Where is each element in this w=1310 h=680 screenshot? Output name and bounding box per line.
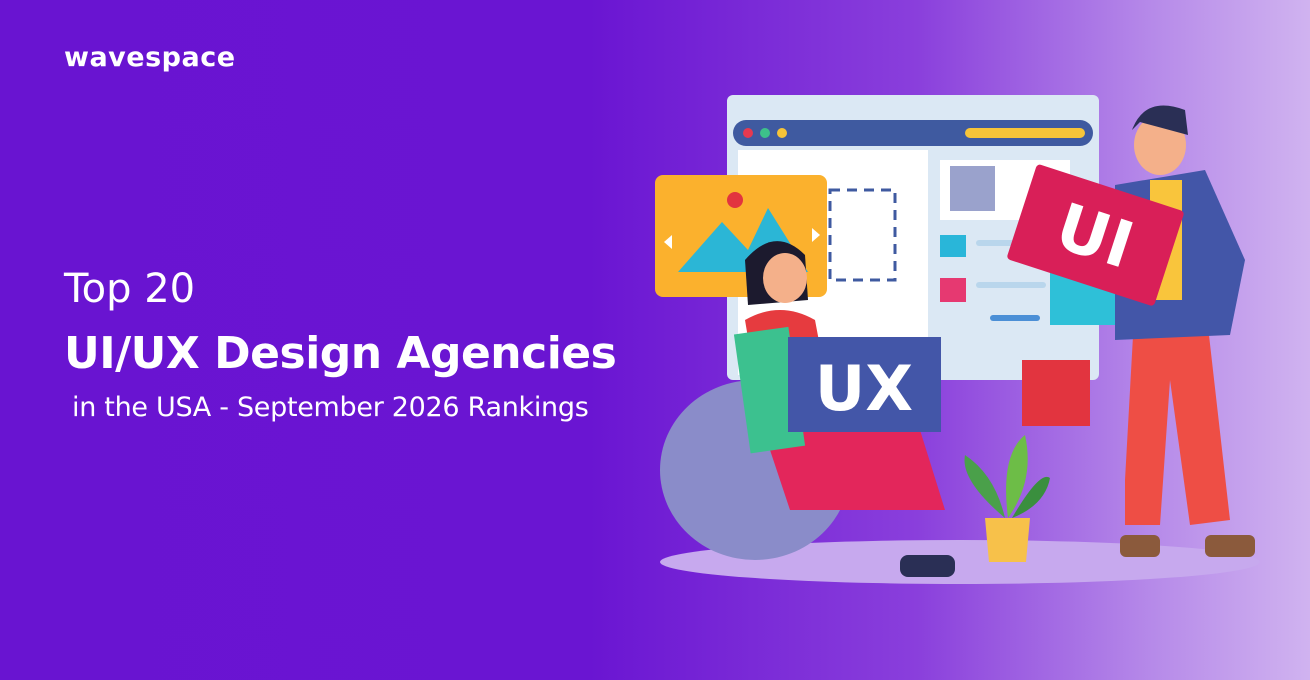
logo: wavespace bbox=[64, 42, 236, 73]
square bbox=[940, 278, 966, 302]
line bbox=[976, 282, 1046, 288]
shoe bbox=[1205, 535, 1255, 557]
arrow bbox=[664, 235, 672, 249]
line bbox=[990, 315, 1040, 321]
ui-card-group: UI bbox=[1007, 164, 1184, 306]
dot bbox=[777, 128, 787, 138]
skirt bbox=[760, 420, 945, 510]
trousers bbox=[1125, 300, 1230, 525]
dot bbox=[743, 128, 753, 138]
headline-title: UI/UX Design Agencies bbox=[64, 328, 617, 379]
floor bbox=[660, 540, 1260, 584]
headline-line: Top 20 bbox=[64, 266, 196, 312]
face bbox=[763, 253, 807, 303]
leaf bbox=[1006, 435, 1028, 518]
shoe bbox=[900, 555, 955, 577]
browser-bar bbox=[733, 120, 1093, 146]
ux-label: UX bbox=[815, 352, 913, 425]
dashed-box bbox=[828, 188, 897, 282]
ui-card bbox=[1007, 164, 1184, 306]
red-square bbox=[1022, 360, 1090, 426]
arrow bbox=[812, 228, 820, 242]
headline-subtitle: in the USA - September 2026 Rankings bbox=[72, 392, 589, 423]
dot bbox=[760, 128, 770, 138]
shoe bbox=[1120, 535, 1160, 557]
sun bbox=[727, 192, 743, 208]
thumb bbox=[950, 166, 995, 211]
hair bbox=[1132, 105, 1188, 135]
leaf bbox=[1012, 476, 1050, 518]
square bbox=[940, 235, 966, 257]
leaf bbox=[964, 455, 1005, 518]
folder bbox=[733, 326, 806, 454]
pot bbox=[985, 518, 1030, 562]
address-bar bbox=[965, 128, 1085, 138]
ux-card bbox=[788, 337, 941, 432]
